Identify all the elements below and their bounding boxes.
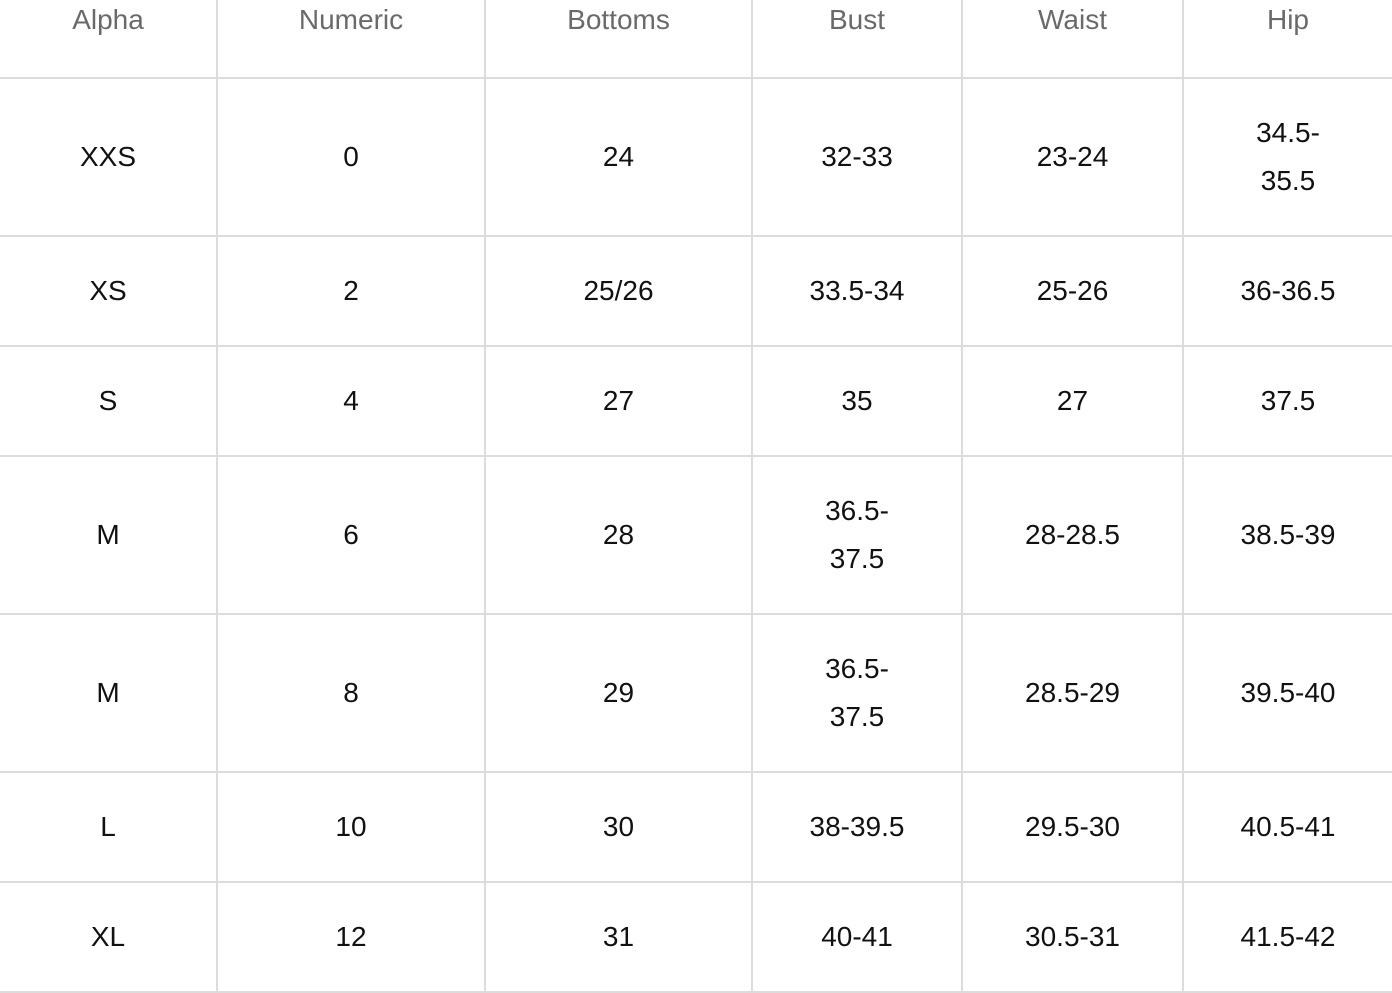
table-row: M 8 29 36.5-37.5 28.5-29 39.5-40 (0, 613, 1392, 773)
cell-waist: 29.5-30 (961, 771, 1184, 883)
cell-numeric: 4 (216, 345, 486, 457)
cell-bottoms: 24 (484, 77, 753, 237)
cell-bust: 35 (751, 345, 963, 457)
header-numeric: Numeric (216, 0, 486, 79)
cell-bust: 32-33 (751, 77, 963, 237)
cell-text: 35 (841, 385, 873, 416)
cell-hip: 41.5-42 (1182, 881, 1392, 993)
cell-text: 36.5-37.5 (825, 653, 889, 732)
cell-text: 4 (343, 385, 359, 416)
cell-bottoms: 30 (484, 771, 753, 883)
cell-text: M (96, 677, 120, 708)
cell-bust: 36.5-37.5 (751, 455, 963, 615)
cell-numeric: 2 (216, 235, 486, 347)
cell-text: L (100, 811, 116, 842)
cell-text: 23-24 (1036, 141, 1109, 172)
cell-text: 40.5-41 (1240, 811, 1336, 842)
cell-text: 0 (343, 141, 359, 172)
cell-hip: 37.5 (1182, 345, 1392, 457)
cell-text: 38-39.5 (809, 811, 905, 842)
cell-hip: 36-36.5 (1182, 235, 1392, 347)
cell-text: M (96, 519, 120, 550)
cell-text: 29 (602, 677, 635, 708)
header-bottoms: Bottoms (484, 0, 753, 79)
table-row: XS 2 25/26 33.5-34 25-26 36-36.5 (0, 235, 1392, 347)
header-bust: Bust (751, 0, 963, 79)
cell-text: 34.5-35.5 (1256, 117, 1320, 196)
cell-alpha: M (0, 613, 218, 773)
cell-text: 10 (335, 811, 367, 842)
cell-text: 36.5-37.5 (825, 495, 889, 574)
cell-waist: 30.5-31 (961, 881, 1184, 993)
table-row: S 4 27 35 27 37.5 (0, 345, 1392, 457)
cell-text: 38.5-39 (1240, 519, 1336, 550)
cell-hip: 34.5-35.5 (1182, 77, 1392, 237)
cell-text: 8 (343, 677, 359, 708)
cell-text: 30 (602, 811, 635, 842)
cell-text: 6 (343, 519, 359, 550)
cell-text: 27 (602, 385, 635, 416)
cell-alpha: L (0, 771, 218, 883)
cell-text: S (98, 385, 118, 416)
cell-text: 28.5-29 (1025, 677, 1120, 708)
cell-text: 37.5 (1260, 385, 1316, 416)
cell-bottoms: 29 (484, 613, 753, 773)
cell-text: 31 (602, 921, 635, 952)
cell-text: XXS (79, 141, 137, 172)
cell-text: 30.5-31 (1025, 921, 1120, 952)
cell-text: 36-36.5 (1240, 275, 1336, 306)
cell-text: 32-33 (821, 141, 893, 172)
cell-text: 12 (335, 921, 367, 952)
cell-text: 29.5-30 (1025, 811, 1120, 842)
header-waist: Waist (961, 0, 1184, 79)
cell-bust: 40-41 (751, 881, 963, 993)
cell-text: 28 (602, 519, 635, 550)
header-hip: Hip (1182, 0, 1392, 79)
cell-text: 40-41 (821, 921, 893, 952)
table-row: XL 12 31 40-41 30.5-31 41.5-42 (0, 881, 1392, 993)
cell-numeric: 12 (216, 881, 486, 993)
cell-waist: 23-24 (961, 77, 1184, 237)
cell-bust: 38-39.5 (751, 771, 963, 883)
cell-waist: 28-28.5 (961, 455, 1184, 615)
cell-numeric: 0 (216, 77, 486, 237)
cell-alpha: XXS (0, 77, 218, 237)
cell-waist: 25-26 (961, 235, 1184, 347)
cell-text: 25-26 (1036, 275, 1109, 306)
cell-text: XS (89, 275, 127, 306)
cell-waist: 28.5-29 (961, 613, 1184, 773)
cell-text: 24 (602, 141, 635, 172)
cell-text: 25/26 (583, 275, 654, 306)
cell-text: 39.5-40 (1240, 677, 1336, 708)
table-row: L 10 30 38-39.5 29.5-30 40.5-41 (0, 771, 1392, 883)
cell-bottoms: 31 (484, 881, 753, 993)
cell-alpha: XL (0, 881, 218, 993)
table-row: XXS 0 24 32-33 23-24 34.5-35.5 (0, 77, 1392, 237)
cell-hip: 40.5-41 (1182, 771, 1392, 883)
table-row: M 6 28 36.5-37.5 28-28.5 38.5-39 (0, 455, 1392, 615)
cell-bottoms: 27 (484, 345, 753, 457)
cell-numeric: 10 (216, 771, 486, 883)
cell-text: 27 (1056, 385, 1089, 416)
header-row: Alpha Numeric Bottoms Bust Waist Hip (0, 0, 1392, 79)
cell-alpha: S (0, 345, 218, 457)
cell-text: 33.5-34 (809, 275, 905, 306)
header-alpha: Alpha (0, 0, 218, 79)
cell-text: 41.5-42 (1240, 921, 1336, 952)
cell-waist: 27 (961, 345, 1184, 457)
cell-bottoms: 25/26 (484, 235, 753, 347)
cell-bust: 36.5-37.5 (751, 613, 963, 773)
cell-text: 2 (343, 275, 359, 306)
cell-numeric: 6 (216, 455, 486, 615)
cell-text: 28-28.5 (1025, 519, 1120, 550)
cell-hip: 39.5-40 (1182, 613, 1392, 773)
cell-alpha: XS (0, 235, 218, 347)
cell-hip: 38.5-39 (1182, 455, 1392, 615)
cell-bottoms: 28 (484, 455, 753, 615)
cell-alpha: M (0, 455, 218, 615)
cell-numeric: 8 (216, 613, 486, 773)
cell-text: XL (90, 921, 126, 952)
cell-bust: 33.5-34 (751, 235, 963, 347)
